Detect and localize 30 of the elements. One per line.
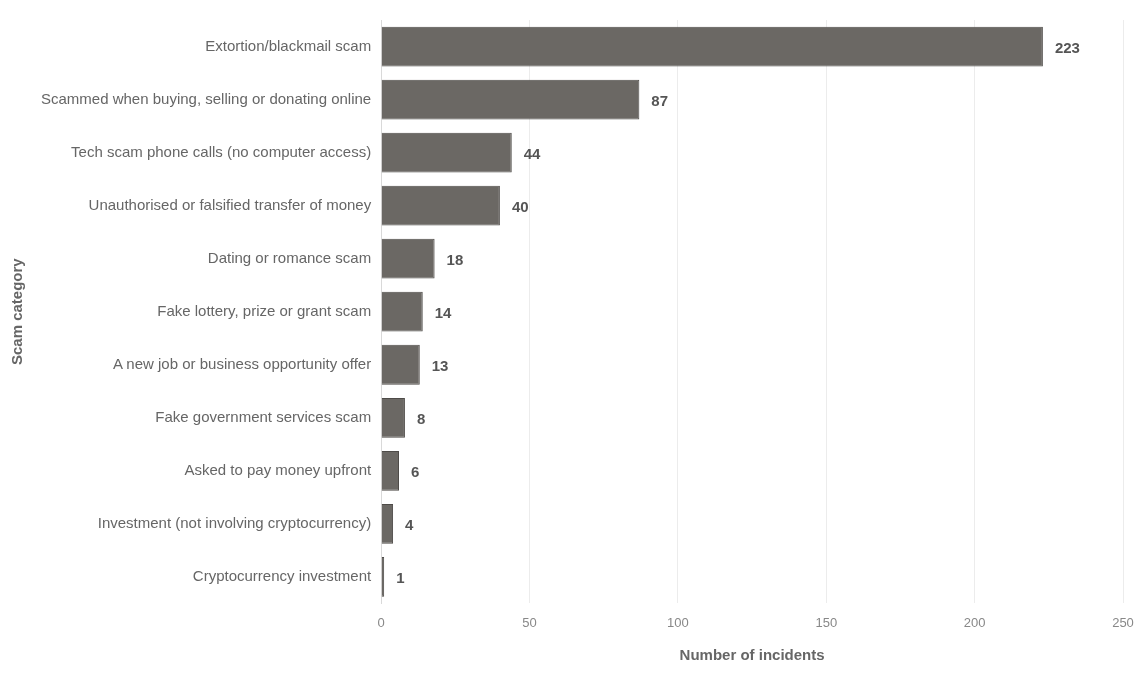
y-tick-label: Scammed when buying, selling or donating online [40,89,372,107]
x-tick-label: 200 [963,614,986,630]
data-label: 18 [446,250,464,268]
y-tick-label: Extortion/blackmail scam [205,36,372,54]
x-tick-label: 100 [667,614,689,630]
x-tick-label: 50 [522,614,537,630]
data-label: 13 [431,356,449,374]
y-tick-label: Dating or romance scam [207,248,372,266]
data-label: 4 [405,515,415,533]
x-tick-label: 0 [377,614,385,630]
data-label: 6 [411,462,420,480]
y-tick-label: A new job or business opportunity offer [112,354,372,372]
data-label: 1 [396,569,405,587]
x-tick-label: 150 [815,614,838,630]
data-label: 40 [511,197,529,215]
x-tick-label: 250 [1112,614,1134,630]
data-label: 8 [416,409,426,427]
data-label: 14 [434,303,453,321]
y-tick-label: Fake lottery, prize or grant scam [157,301,372,319]
data-label: 87 [651,91,669,109]
y-axis-title: Scam category [8,257,26,366]
data-label: 44 [523,144,542,162]
y-tick-label: Asked to pay money upfront [184,460,373,478]
y-tick-label: Tech scam phone calls (no computer access) [71,142,372,160]
y-tick-label: Unauthorised or falsified transfer of money [88,195,372,213]
y-tick-label: Investment (not involving cryptocurrency) [97,513,372,531]
data-label: 223 [1054,38,1080,56]
y-tick-label: Fake government services scam [155,407,372,425]
x-axis-title: Number of incidents [679,646,825,664]
y-tick-label: Cryptocurrency investment [192,567,373,585]
